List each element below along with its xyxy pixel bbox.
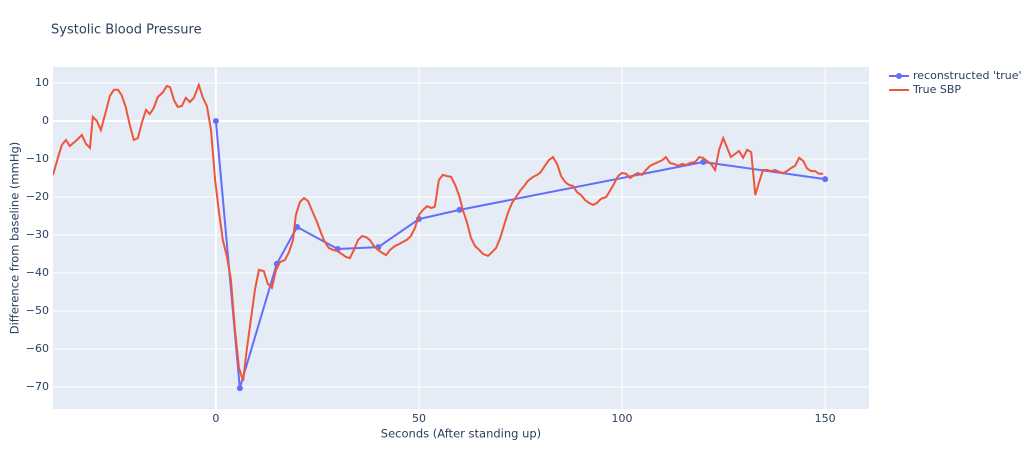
- y-tick-label: −50: [26, 304, 49, 317]
- point: [822, 176, 829, 183]
- series-line: [214, 120, 826, 389]
- chart-title: Systolic Blood Pressure: [51, 23, 202, 38]
- y-tick-label: −20: [26, 190, 49, 203]
- axes: 0 50 100 150 −70 −60 −50 −40 −30 −20 −10 0 10: [26, 76, 836, 425]
- x-tick-label: 50: [412, 412, 426, 425]
- plot-area: [53, 67, 869, 409]
- point: [212, 117, 219, 124]
- legend-marker: [896, 73, 902, 79]
- x-axis-title: Seconds (After standing up): [381, 427, 541, 441]
- y-tick-label: 0: [42, 114, 49, 127]
- legend-label: reconstructed 'true' SBP: [913, 69, 1024, 82]
- y-axis-title: Difference from baseline (mmHg): [8, 142, 22, 335]
- y-tick-label: −70: [26, 380, 49, 393]
- grid: [53, 67, 869, 409]
- y-tick-label: 10: [35, 76, 49, 89]
- point: [456, 206, 463, 213]
- legend: reconstructed 'true' SBPTrue SBP: [889, 69, 1024, 96]
- y-tick-label: −10: [26, 152, 49, 165]
- x-tick-label: 0: [212, 412, 219, 425]
- y-tick-label: −30: [26, 228, 49, 241]
- plot: [53, 81, 829, 392]
- legend-label: True SBP: [912, 83, 961, 96]
- series-line: [53, 81, 824, 382]
- y-tick-label: −60: [26, 342, 49, 355]
- point: [236, 385, 243, 392]
- x-tick-label: 100: [612, 412, 633, 425]
- y-tick-label: −40: [26, 266, 49, 279]
- x-tick-label: 150: [815, 412, 836, 425]
